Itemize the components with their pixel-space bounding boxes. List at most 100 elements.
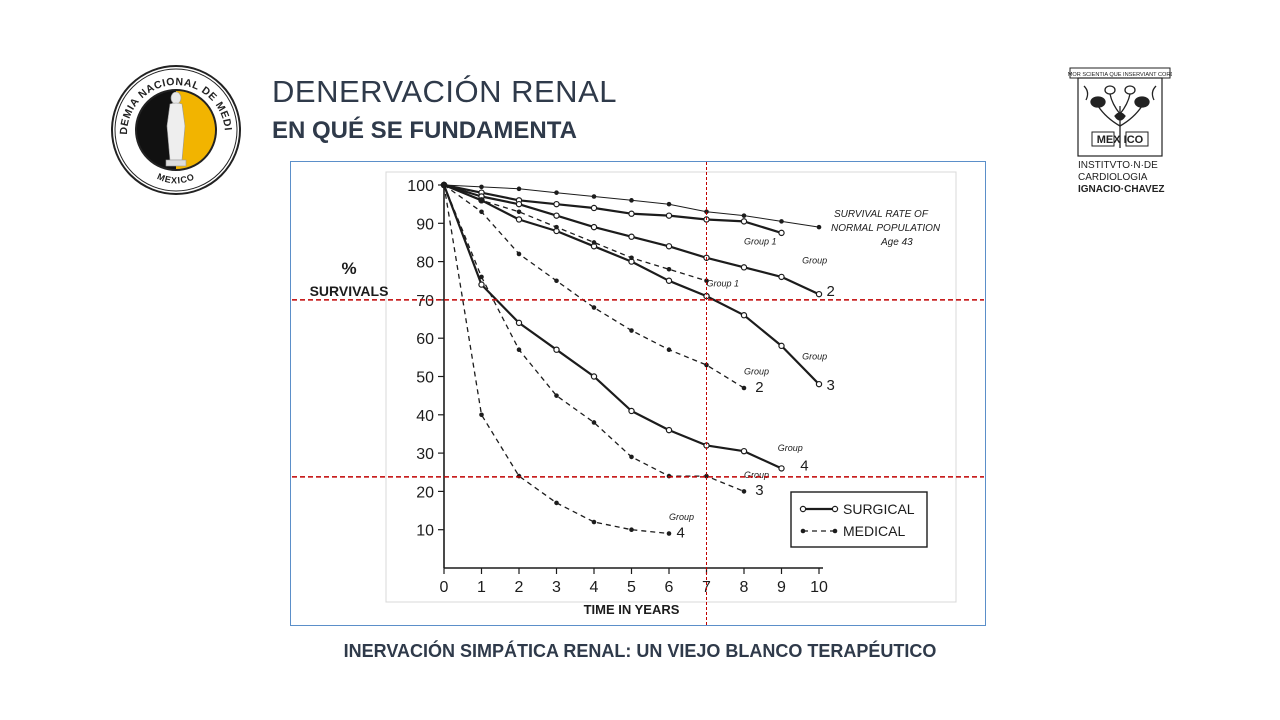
x-tick-label: 5: [627, 579, 636, 596]
legend-label-medical: MEDICAL: [843, 523, 905, 539]
svg-text:AMOR SCIENTIA QUE INSERVIANT C: AMOR SCIENTIA QUE INSERVIANT CORDI: [1068, 72, 1172, 78]
y-tick-label: 50: [416, 370, 434, 387]
annotation-line-1: SURVIVAL RATE OF: [834, 209, 929, 220]
data-point: [590, 204, 598, 212]
y-tick-label: 60: [416, 331, 434, 348]
data-point: [666, 473, 672, 479]
data-point: [590, 373, 598, 380]
data-point: [591, 519, 597, 525]
group-label: Group 1: [744, 236, 777, 246]
data-point: [479, 184, 484, 190]
svg-text:MEXICO: MEXICO: [156, 171, 196, 185]
x-tick-label: 10: [810, 579, 828, 596]
x-tick-label: 9: [777, 579, 786, 596]
data-point: [704, 362, 709, 368]
group-label: Group: [802, 256, 827, 266]
data-point: [815, 290, 823, 298]
data-point: [666, 531, 672, 536]
svg-text:INSTITVTO·N·DE: INSTITVTO·N·DE: [1078, 160, 1158, 171]
y-tick-label: 80: [416, 255, 434, 272]
y-tick-label: 10: [416, 523, 434, 540]
data-point: [590, 223, 598, 231]
series-line-6: [443, 184, 707, 282]
annotation-line-3: Age 43: [880, 237, 913, 248]
data-point: [665, 426, 673, 434]
legend-medical-marker: [800, 528, 806, 534]
data-point: [628, 407, 635, 415]
data-point: [629, 255, 634, 261]
data-point: [666, 347, 672, 352]
x-tick-label: 6: [665, 579, 674, 596]
data-point: [816, 224, 822, 230]
group-label: 2: [755, 379, 763, 396]
data-point: [665, 243, 673, 250]
y-tick-label: 100: [407, 178, 434, 195]
legend-label-surgical: SURGICAL: [843, 501, 915, 517]
group-label: 4: [800, 457, 808, 474]
data-point: [740, 312, 748, 319]
x-tick-label: 4: [590, 579, 599, 596]
data-point: [479, 412, 484, 418]
data-point: [554, 190, 559, 195]
data-point: [704, 209, 709, 215]
data-point: [778, 229, 785, 237]
legend-surgical-marker: [799, 505, 807, 513]
data-point: [740, 447, 748, 455]
data-point: [515, 200, 523, 208]
series-line-2: [443, 183, 782, 234]
data-point: [666, 201, 672, 207]
page-title: DENERVACIÓN RENAL: [272, 74, 617, 109]
legend-surgical-marker: [831, 505, 839, 513]
data-point: [516, 347, 522, 352]
group-label: 2: [827, 283, 835, 300]
data-point: [740, 218, 748, 225]
data-point: [553, 200, 560, 208]
data-point: [516, 209, 522, 215]
data-point: [478, 281, 485, 288]
data-point: [665, 277, 673, 284]
data-point: [515, 319, 523, 327]
x-tick-label: 3: [552, 579, 561, 596]
data-point: [591, 305, 597, 310]
data-point: [778, 342, 785, 350]
data-point: [479, 198, 484, 203]
data-point: [704, 278, 709, 284]
data-point: [516, 251, 522, 257]
group-label: Group: [744, 470, 769, 480]
legend-box: [790, 491, 928, 548]
data-point: [441, 182, 447, 188]
data-point: [554, 278, 559, 284]
data-point: [779, 219, 784, 224]
data-point: [629, 454, 634, 460]
y-tick-label: 40: [416, 408, 434, 425]
data-point: [554, 500, 559, 506]
x-tick-label: 8: [740, 579, 749, 596]
data-point: [591, 194, 597, 199]
data-point: [554, 224, 559, 230]
group-label: Group: [802, 351, 827, 361]
annotation-line-2: NORMAL POPULATION: [831, 223, 941, 234]
data-point: [778, 273, 785, 281]
svg-text:CARDIOLOGIA: CARDIOLOGIA: [1078, 172, 1148, 183]
x-tick-label: 2: [515, 579, 524, 596]
data-point: [704, 473, 709, 479]
data-point: [666, 266, 672, 272]
data-point: [740, 264, 748, 271]
series-line-7: [443, 184, 745, 389]
data-point: [741, 385, 747, 391]
data-point: [629, 527, 634, 532]
academia-nacional-de-medicina-logo: ACADEMIA NACIONAL DE MEDICINA MEXICO: [106, 55, 242, 196]
data-point: [479, 209, 484, 215]
data-point: [665, 212, 673, 219]
y-tick-label: 30: [416, 446, 434, 463]
data-point: [591, 240, 597, 245]
y-tick-label: 20: [416, 484, 434, 501]
series-line-5: [442, 184, 782, 470]
data-point: [554, 393, 559, 398]
y-tick-label: 90: [416, 216, 434, 233]
data-point: [741, 489, 747, 494]
data-point: [553, 212, 560, 219]
group-label: 4: [677, 524, 685, 541]
group-label: Group: [669, 512, 694, 522]
